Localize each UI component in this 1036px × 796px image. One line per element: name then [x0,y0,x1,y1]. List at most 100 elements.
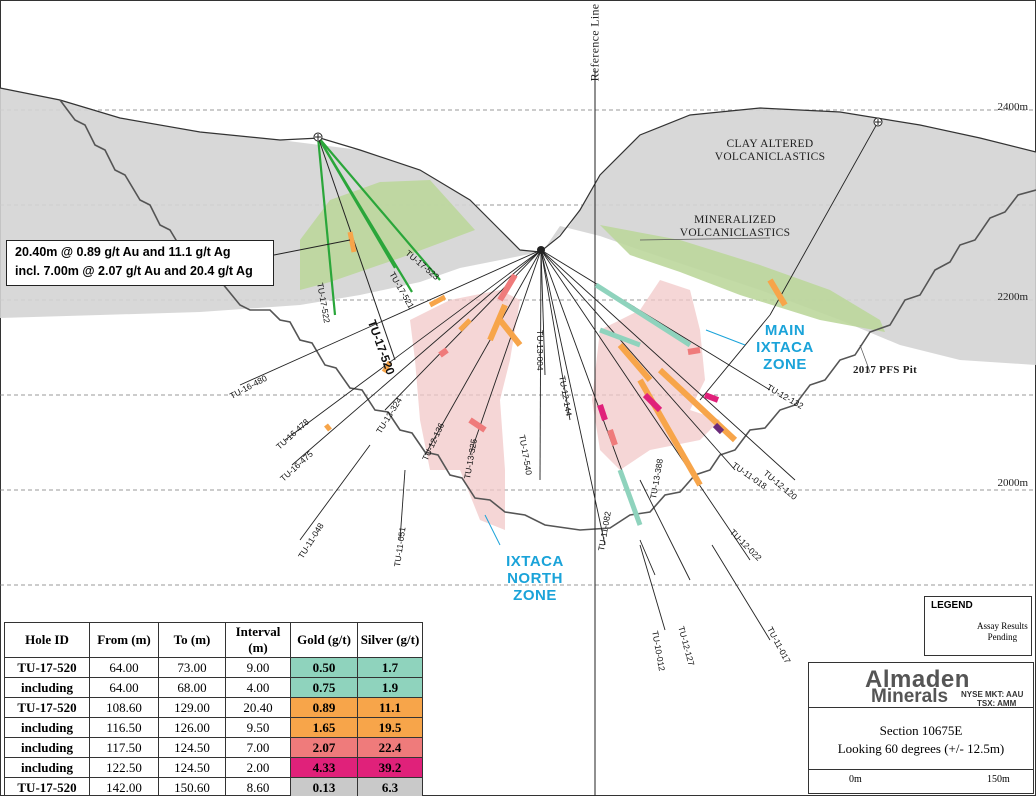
legend-item-line2: Pending [987,632,1018,642]
legend-item-label: Assay Results Pending [977,621,1028,643]
collar-central [537,246,545,254]
interval-cell: 4.00 [225,677,291,698]
mineralized-unit-left [300,180,475,290]
to-cell: 126.00 [158,717,226,738]
ixtaca-north-zone-label: IXTACA NORTH ZONE [490,553,580,604]
from-cell: 108.60 [89,697,159,718]
from-cell: 64.00 [89,657,159,678]
table-row: including 122.50 124.50 2.00 4.33 39.2 [4,757,423,778]
company-logo-name: Almaden [865,666,970,693]
collar-pending-left [313,132,323,142]
scale-start: 0m [849,774,862,785]
assay-intervals [324,231,788,526]
table-row: including 64.00 68.00 4.00 0.75 1.9 [4,677,423,698]
hole-cell: including [4,677,90,698]
interval-cell: 8.60 [225,777,291,796]
company-logo-name2: Minerals [871,686,949,707]
interval-cell: 20.40 [225,697,291,718]
interval-cell: 9.50 [225,717,291,738]
gold-cell: 2.07 [290,737,358,758]
silver-cell: 22.4 [357,737,423,758]
from-cell: 122.50 [89,757,159,778]
gold-cell: 0.75 [290,677,358,698]
reference-line-label: Reference Line [587,3,602,82]
col-silver: Silver (g/t) [357,622,423,658]
mineralized-label-line2: VOLCANICLASTICS [679,227,791,239]
mineralized-label-line1: MINERALIZED [694,214,776,226]
table-row: TU-17-520 142.00 150.60 8.60 0.13 6.3 [4,777,423,796]
from-cell: 64.00 [89,677,159,698]
north-zone-line2: NORTH [507,570,563,587]
ixtaca-north-zone-shape [410,290,520,530]
gold-cell: 4.33 [290,757,358,778]
to-cell: 73.00 [158,657,226,678]
gold-cell: 0.50 [290,657,358,678]
pending-holes [316,136,441,316]
silver-cell: 11.1 [357,697,423,718]
interval-cell: 9.00 [225,657,291,678]
to-cell: 129.00 [158,697,226,718]
clay-unit-right [545,108,1036,365]
to-cell: 150.60 [158,777,226,796]
clay-label-line1: CLAY ALTERED [726,138,814,150]
to-cell: 124.50 [158,737,226,758]
hole-cell: TU-17-520 [4,777,90,796]
north-zone-line1: IXTACA [506,553,564,570]
col-hole-id: Hole ID [4,622,90,658]
hole-cell: TU-17-520 [4,657,90,678]
silver-cell: 39.2 [357,757,423,778]
table-row: TU-17-520 64.00 73.00 9.00 0.50 1.7 [4,657,423,678]
interval-cell: 7.00 [225,737,291,758]
interval-cell: 2.00 [225,757,291,778]
north-zone-line3: ZONE [513,587,557,604]
callout-pointer [273,239,351,256]
main-zone-line3: ZONE [763,356,807,373]
hole-cell: including [4,717,90,738]
table-row: TU-17-520 108.60 129.00 20.40 0.89 11.1 [4,697,423,718]
scale-end: 150m [987,774,1010,785]
table-row: including 116.50 126.00 9.50 1.65 19.5 [4,717,423,738]
from-cell: 142.00 [89,777,159,796]
silver-cell: 19.5 [357,717,423,738]
gold-cell: 0.13 [290,777,358,796]
legend-title: LEGEND [931,600,973,611]
elevation-2400: 2400m [997,101,1028,113]
section-label: Section 10675E [879,723,963,738]
hole-cell: TU-17-520 [4,697,90,718]
col-to: To (m) [158,622,226,658]
callout-line1: 20.40m @ 0.89 g/t Au and 11.1 g/t Ag [15,245,231,259]
col-from: From (m) [89,622,159,658]
elevation-2000: 2000m [997,477,1028,489]
to-cell: 68.00 [158,677,226,698]
gold-cell: 0.89 [290,697,358,718]
main-zone-line2: IXTACA [756,339,814,356]
assay-table: Hole ID From (m) To (m) Interval (m) Gol… [4,622,423,796]
ticker-nyse: NYSE MKT: AAU [961,690,1024,699]
topography-line [0,87,1036,253]
hole-cell: including [4,757,90,778]
mineralized-label: MINERALIZED VOLCANICLASTICS [665,214,805,240]
from-cell: 116.50 [89,717,159,738]
elevation-2200: 2200m [997,291,1028,303]
col-interval: Interval (m) [225,622,291,658]
clay-label-line2: VOLCANICLASTICS [714,151,826,163]
hole-cell: including [4,737,90,758]
hole-tu-17-520-trace [317,136,396,361]
to-cell: 124.50 [158,757,226,778]
gold-cell: 1.65 [290,717,358,738]
looking-label: Looking 60 degrees (+/- 12.5m) [837,741,1005,756]
silver-cell: 6.3 [357,777,423,796]
legend: LEGEND Assay Results Pending [924,596,1032,656]
main-ixtaca-zone-shape [592,280,720,470]
silver-cell: 1.7 [357,657,423,678]
ticker-tsx: TSX: AMM [977,699,1017,708]
hole-label: TU-13-004 [535,330,545,371]
pit-label: 2017 PFS Pit [852,364,918,376]
col-gold: Gold (g/t) [290,622,358,658]
north-zone-pointer [484,514,501,546]
mineralized-pointer [639,237,771,241]
callout-line2: incl. 7.00m @ 2.07 g/t Au and 20.4 g/t A… [15,264,253,278]
main-zone-pointer [705,329,746,346]
main-ixtaca-zone-label: MAIN IXTACA ZONE [740,322,830,373]
